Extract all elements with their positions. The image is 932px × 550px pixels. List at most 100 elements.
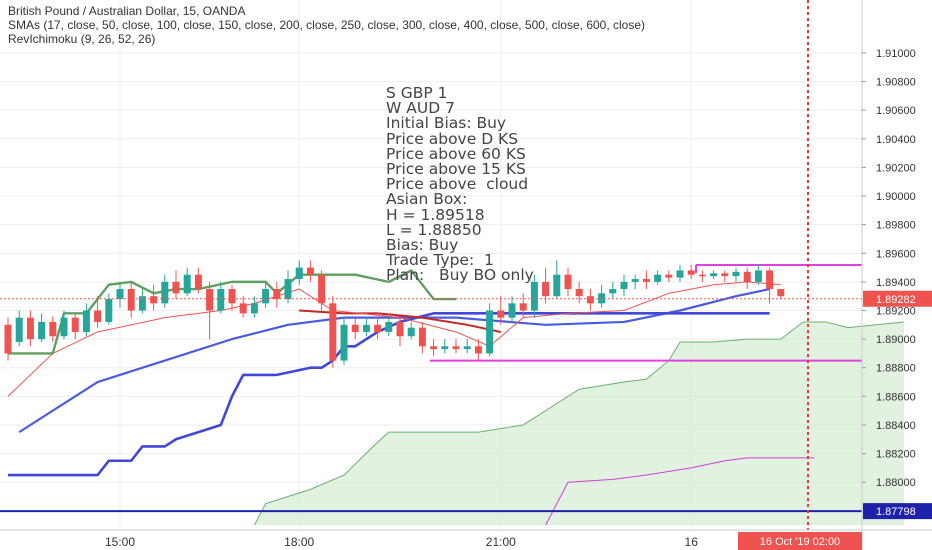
candle-body (60, 317, 68, 337)
candle-body (609, 289, 617, 294)
candle-body (38, 321, 46, 340)
annotation-line: H = 1.89518 (386, 205, 485, 224)
indicator-line (7, 281, 781, 397)
y-tick-label: 1.88600 (876, 391, 916, 403)
annotation-line: Price above cloud (386, 175, 529, 194)
candle-body (49, 321, 57, 337)
candle-body (26, 317, 34, 340)
candle-body (586, 296, 594, 304)
y-tick-label: 1.90200 (876, 162, 916, 174)
candle-body (239, 303, 247, 314)
sma-indicator-label[interactable]: SMAs (17, close, 50, close, 100, close, … (8, 18, 646, 32)
indicator-line (545, 457, 815, 526)
ichimoku-indicator-label[interactable]: RevIchimoku (9, 26, 52, 26) (8, 32, 156, 46)
candle-body (710, 273, 718, 277)
candle-body (138, 296, 146, 311)
annotation-line: Bias: Buy (386, 235, 459, 254)
candle-body (374, 324, 382, 332)
candle-body (284, 279, 292, 300)
y-tick-label: 1.88800 (876, 363, 916, 375)
candle-body (418, 327, 426, 347)
candle-body (463, 346, 471, 350)
candle-body (542, 281, 550, 297)
candle-body (228, 289, 236, 304)
candle-body (508, 303, 516, 318)
candle-body (318, 274, 326, 304)
indicator-line (299, 309, 502, 333)
y-tick-label: 1.88200 (876, 449, 916, 461)
candle-body (698, 274, 706, 277)
last-price-badge (863, 290, 932, 307)
annotation-line: L = 1.88850 (386, 220, 482, 239)
cloud-span-a-line (253, 321, 905, 526)
candle-body (295, 267, 303, 280)
candle-body (474, 346, 482, 354)
candle-body (732, 271, 740, 277)
candle-body (452, 346, 460, 350)
candle-body (362, 324, 370, 332)
candle-body (194, 274, 202, 290)
y-tick-label: 1.88400 (876, 420, 916, 432)
candle-body (262, 289, 270, 304)
annotation-line: Asian Box: (386, 190, 468, 209)
y-tick-label: 1.89200 (876, 305, 916, 317)
x-tick-label: 16 (685, 535, 699, 549)
annotation-line: Initial Bias: Buy (386, 114, 507, 133)
candle-body (329, 303, 337, 361)
candle-body (631, 279, 639, 282)
candle-body (754, 270, 762, 282)
candle-body (519, 303, 527, 311)
indicator-line (8, 312, 770, 477)
y-tick-label: 1.89600 (876, 248, 916, 260)
candle-body (642, 279, 650, 282)
candle-body (306, 267, 314, 275)
candle-body (430, 346, 438, 350)
time-badge-label: 16 Oct '19 02:00 (760, 536, 840, 548)
candle-body (385, 321, 393, 332)
candle-body (620, 281, 628, 290)
candle-body (150, 296, 158, 304)
x-tick-label: 21:00 (486, 535, 516, 549)
candle-body (396, 321, 404, 337)
y-tick-label: 1.90000 (876, 191, 916, 203)
candle-body (407, 327, 415, 337)
candle-body (183, 274, 191, 294)
candle-body (766, 270, 774, 290)
candle-body (161, 281, 169, 304)
y-tick-label: 1.90600 (876, 105, 916, 117)
y-tick-label: 1.90400 (876, 134, 916, 146)
candle-body (116, 289, 124, 300)
candle-body (105, 299, 113, 322)
annotation-line: S GBP 1 (386, 84, 448, 102)
candle-body (497, 310, 505, 318)
candle-body (665, 274, 673, 278)
candle-body (206, 289, 214, 311)
candle-body (676, 270, 684, 278)
candle-body (486, 310, 494, 354)
annotation-line: Price above D KS (386, 129, 519, 148)
candle-body (743, 271, 751, 282)
y-tick-label: 1.89800 (876, 220, 916, 232)
candle-body (530, 281, 538, 311)
chart-title: British Pound / Australian Dollar, 15, O… (8, 4, 246, 18)
time-badge (738, 532, 862, 550)
y-tick-label: 1.91000 (876, 48, 916, 60)
candle-body (273, 289, 281, 300)
candle-body (4, 324, 12, 354)
candle-body (654, 274, 662, 282)
candle-body (340, 324, 348, 361)
candle-body (564, 274, 572, 290)
x-tick-label: 18:00 (284, 535, 314, 549)
annotation-line: Price above 15 KS (386, 159, 526, 178)
x-tick-label: 15:00 (105, 535, 135, 549)
candle-body (250, 303, 258, 314)
annotation-line: Trade Type: 1 (386, 251, 494, 270)
candle-body (553, 274, 561, 297)
candle-body (82, 310, 90, 332)
candle-body (441, 346, 449, 350)
annotation-line: Plan: Buy BO only (386, 266, 534, 285)
candle-body (127, 289, 135, 311)
candle-body (777, 289, 785, 297)
